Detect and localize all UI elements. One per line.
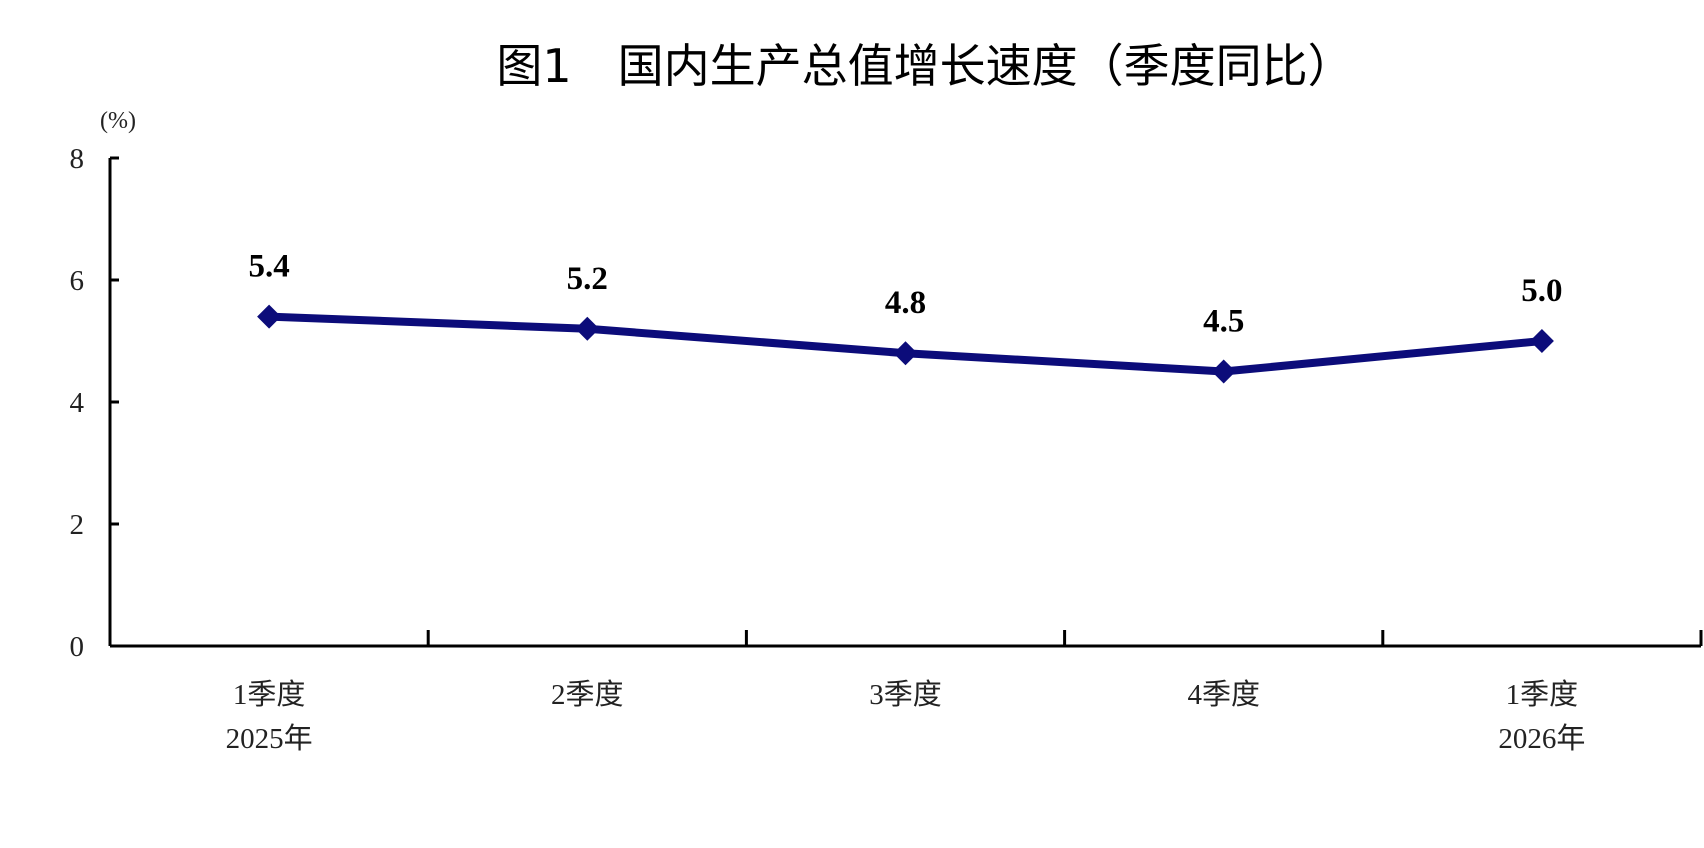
chart-title: 图1 国内生产总值增长速度（季度同比） — [496, 39, 1353, 93]
data-label: 5.4 — [248, 249, 289, 285]
y-tick-label: 8 — [70, 143, 85, 175]
y-axis-unit: (%) — [100, 108, 136, 134]
y-tick-label: 0 — [70, 631, 85, 663]
x-tick-label: 1季度 — [233, 678, 306, 711]
data-point-marker — [1211, 359, 1236, 384]
data-point-marker — [893, 341, 918, 366]
data-point-marker — [1529, 329, 1554, 353]
data-label: 4.5 — [1203, 304, 1244, 340]
x-tick-label: 2季度 — [551, 678, 624, 711]
data-label: 5.2 — [567, 261, 608, 297]
data-point-marker — [257, 304, 282, 329]
y-tick-label: 2 — [70, 509, 85, 541]
x-tick-label: 4季度 — [1187, 678, 1260, 711]
x-tick-label: 2026年 — [1498, 722, 1585, 755]
y-tick-label: 4 — [70, 387, 85, 419]
x-tick-label: 1季度 — [1506, 678, 1579, 711]
data-label: 4.8 — [885, 285, 926, 321]
x-tick-label: 3季度 — [869, 678, 942, 711]
data-point-marker — [575, 316, 600, 341]
x-tick-label: 2025年 — [226, 722, 313, 755]
y-tick-label: 6 — [70, 265, 85, 297]
data-label: 5.0 — [1521, 273, 1562, 309]
